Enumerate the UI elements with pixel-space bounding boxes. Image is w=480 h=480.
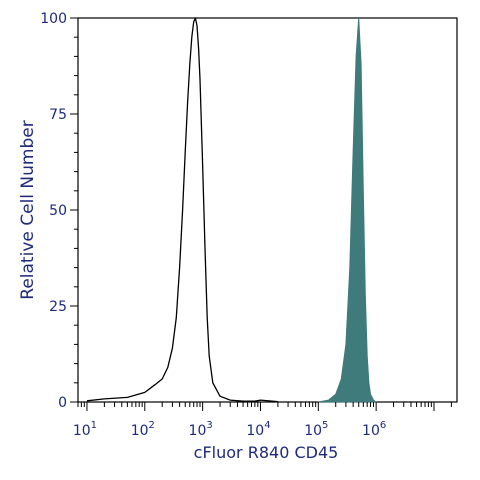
y-tick-label: 50 bbox=[49, 203, 67, 219]
x-tick-label: 106 bbox=[362, 420, 386, 439]
y-tick-label: 100 bbox=[40, 11, 67, 27]
x-axis: 101 102 103 104 105 106 bbox=[73, 402, 452, 439]
plot-frame bbox=[77, 17, 458, 403]
x-axis-label: cFluor R840 CD45 bbox=[194, 443, 339, 462]
series-layer bbox=[86, 17, 378, 403]
y-tick-label: 25 bbox=[49, 299, 67, 315]
y-tick-label: 0 bbox=[58, 395, 67, 411]
x-tick-label: 105 bbox=[304, 420, 328, 439]
y-axis-label: Relative Cell Number bbox=[18, 120, 38, 299]
y-axis: 0 25 50 75 100 bbox=[40, 11, 78, 411]
x-tick-label: 103 bbox=[189, 420, 213, 439]
x-tick-label: 101 bbox=[73, 420, 97, 439]
x-tick-label: 102 bbox=[131, 420, 155, 439]
series-filled-histogram bbox=[318, 17, 378, 403]
x-tick-label: 104 bbox=[246, 420, 270, 439]
y-tick-label: 75 bbox=[49, 107, 67, 123]
series-outline-histogram bbox=[86, 17, 278, 403]
